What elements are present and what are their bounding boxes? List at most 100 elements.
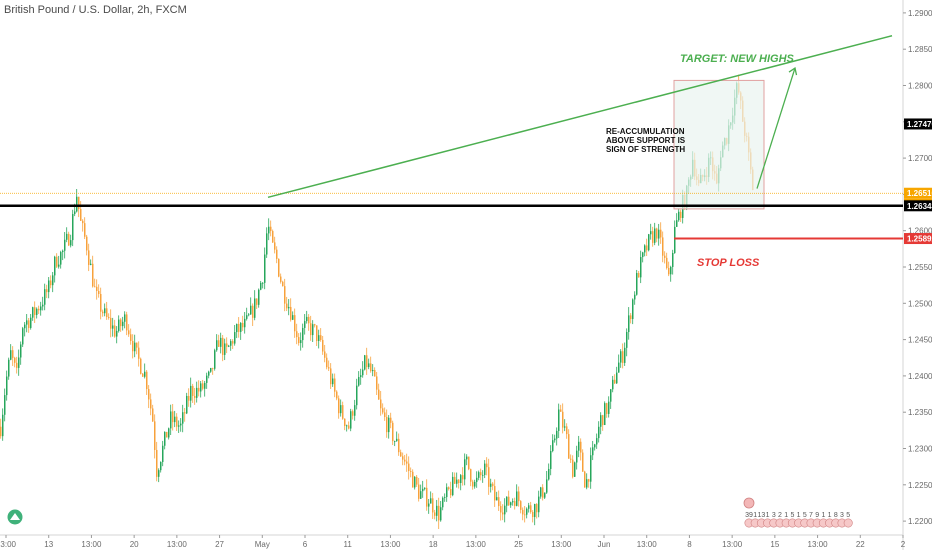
symbol-title[interactable]: British Pound / U.S. Dollar, 2h, FXCM	[4, 4, 187, 16]
x-tick-label: 13:00	[81, 540, 102, 549]
candle-body	[618, 362, 620, 373]
candle-body	[146, 371, 148, 390]
candle-body	[320, 335, 322, 340]
candle-body	[94, 286, 96, 288]
candle-body	[670, 266, 672, 275]
y-tick-label: 1.24000	[908, 372, 932, 381]
candle-body	[624, 347, 626, 363]
candle-body	[144, 371, 146, 377]
candle-body	[178, 425, 180, 427]
candle-body	[644, 245, 646, 253]
candle-body	[62, 250, 64, 253]
candle-body	[322, 339, 324, 352]
event-flag-icon	[843, 518, 853, 528]
candle-body	[422, 488, 424, 492]
candle-body	[584, 471, 586, 488]
candle-body	[334, 378, 336, 392]
support-price-badge: 1.26343	[907, 202, 932, 211]
candle-body	[202, 383, 204, 389]
candle-body	[482, 474, 484, 476]
x-tick-label: 18	[429, 540, 438, 549]
candle-body	[596, 438, 598, 445]
candle-body	[416, 476, 418, 485]
candle-body	[614, 379, 616, 384]
candle-body	[32, 307, 34, 318]
candle-body	[628, 315, 630, 333]
candle-body	[170, 411, 172, 429]
candle-body	[302, 327, 304, 341]
candle-body	[82, 220, 84, 224]
candle-body	[602, 415, 604, 426]
candle-body	[174, 416, 176, 423]
candle-body	[214, 350, 216, 369]
candle-body	[472, 481, 474, 487]
candle-body	[336, 391, 338, 399]
tradingview-logo-icon[interactable]	[6, 509, 24, 525]
candle-body	[454, 476, 456, 484]
candle-body	[386, 417, 388, 433]
candle-body	[168, 428, 170, 438]
candle-body	[96, 286, 98, 291]
y-tick-label: 1.27000	[908, 154, 932, 163]
y-tick-label: 1.28000	[908, 81, 932, 90]
candle-body	[410, 470, 412, 472]
candle-body	[212, 367, 214, 369]
candle-body	[634, 294, 636, 300]
candle-body	[118, 319, 120, 331]
candle-body	[654, 228, 656, 243]
candle-body	[662, 237, 664, 256]
event-count: 9	[815, 512, 819, 519]
candle-body	[474, 481, 476, 487]
x-tick-label: 13:00	[808, 540, 829, 549]
event-count: 13	[758, 512, 766, 519]
candle-body	[398, 438, 400, 453]
candle-body	[78, 196, 80, 210]
candle-body	[496, 497, 498, 501]
candle-body	[26, 320, 28, 325]
candle-body	[200, 383, 202, 392]
candle-body	[438, 505, 440, 521]
candle-body	[4, 395, 6, 415]
candle-body	[538, 496, 540, 513]
candle-body	[380, 399, 382, 409]
x-tick-label: 13:00	[0, 540, 17, 549]
candle-body	[638, 273, 640, 278]
candle-body	[264, 254, 266, 283]
support-price-badge-bg	[904, 200, 932, 212]
candle-body	[112, 325, 114, 329]
candle-body	[84, 223, 86, 237]
candle-body	[154, 421, 156, 450]
candle-body	[192, 385, 194, 396]
candle-body	[544, 492, 546, 498]
candle-body	[406, 461, 408, 464]
candle-body	[358, 377, 360, 386]
y-tick-label: 1.23500	[908, 408, 932, 417]
x-tick-label: May	[255, 540, 270, 549]
candle-body	[132, 340, 134, 352]
candle-body	[40, 306, 42, 311]
candle-body	[204, 382, 206, 389]
x-tick-label: 13:00	[380, 540, 401, 549]
x-tick-label: 13:00	[551, 540, 572, 549]
candle-body	[116, 330, 118, 337]
candle-body	[414, 476, 416, 488]
candle-body	[108, 316, 110, 318]
candle-body	[354, 405, 356, 416]
candle-body	[498, 497, 500, 507]
candle-body	[444, 497, 446, 498]
stop-loss-price-badge: 1.25892	[907, 235, 932, 244]
candle-body	[258, 289, 260, 305]
candle-body	[326, 357, 328, 368]
candle-body	[390, 417, 392, 423]
candle-body	[58, 264, 60, 267]
candle-body	[102, 311, 104, 314]
candle-body	[216, 340, 218, 351]
candle-body	[442, 497, 444, 508]
candle-body	[142, 373, 144, 377]
y-tick-label: 1.22000	[908, 517, 932, 526]
candle-body	[622, 351, 624, 363]
candle-body	[98, 290, 100, 294]
candle-body	[242, 322, 244, 328]
